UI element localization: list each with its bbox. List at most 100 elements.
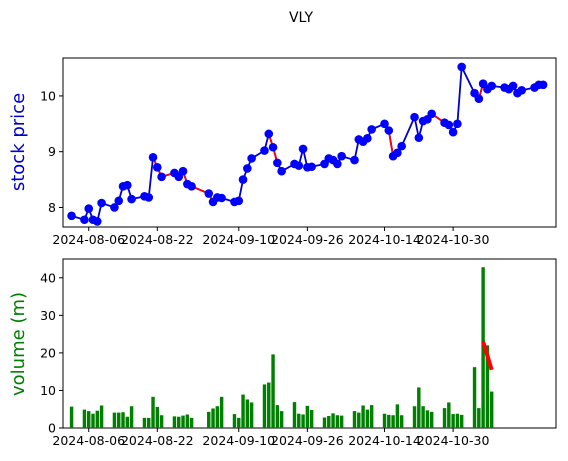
volume-bar: [275, 405, 280, 428]
volume-bar: [331, 413, 335, 428]
volume-bar: [117, 412, 121, 428]
price-point: [517, 86, 527, 95]
volume-bar: [305, 405, 310, 428]
volume-x-tick-label: 2024-10-30: [417, 433, 490, 448]
price-axes-frame: [62, 57, 557, 228]
price-point: [444, 120, 454, 130]
price-point: [114, 196, 124, 206]
price-point: [414, 133, 424, 143]
volume-highlight-segment: [481, 341, 494, 371]
volume-bar: [185, 414, 190, 428]
price-point: [217, 193, 226, 203]
price-point: [264, 129, 274, 139]
price-point: [67, 211, 76, 221]
price-point: [453, 119, 462, 129]
price-point: [474, 94, 484, 104]
volume-bar: [442, 408, 447, 428]
volume-bar: [357, 412, 361, 428]
price-point: [298, 144, 308, 154]
volume-bar: [211, 408, 215, 428]
volume-bar: [207, 411, 211, 428]
volume-bar: [99, 405, 104, 428]
volume-bar: [322, 417, 327, 428]
price-point: [337, 151, 346, 161]
volume-y-tick-label: 30: [40, 308, 56, 323]
volume-bar: [395, 404, 400, 428]
volume-bar: [447, 402, 451, 428]
volume-bar: [425, 410, 430, 428]
volume-bar: [267, 382, 271, 428]
price-point: [238, 175, 248, 184]
volume-bar: [387, 414, 391, 428]
volume-bar: [399, 415, 404, 428]
volume-bar: [489, 391, 494, 428]
price-y-tick-label: 9: [48, 144, 56, 159]
volume-y-tick-label: 40: [40, 270, 56, 285]
volume-x-tick-label: 2024-09-10: [202, 433, 275, 448]
volume-bar: [455, 413, 460, 428]
volume-y-tick-label: 0: [48, 421, 56, 436]
volume-bar: [279, 411, 284, 428]
volume-bar: [142, 417, 147, 428]
price-point: [148, 152, 158, 162]
volume-bar: [451, 414, 455, 428]
volume-bar: [339, 415, 344, 428]
price-point: [410, 112, 419, 122]
volume-bar: [91, 413, 95, 428]
price-x-tick-label: 2024-09-26: [271, 232, 344, 247]
price-point: [92, 217, 102, 226]
volume-bar: [245, 399, 250, 428]
price-point: [307, 162, 316, 172]
volume-x-tick-label: 2024-10-14: [348, 433, 421, 448]
volume-bar: [125, 416, 130, 428]
price-x-tick-label: 2024-10-30: [417, 232, 490, 247]
price-y-tick-label: 10: [40, 88, 56, 103]
price-point: [397, 141, 406, 151]
price-point: [333, 159, 342, 169]
volume-x-tick-label: 2024-08-22: [121, 433, 194, 448]
price-point: [84, 204, 94, 213]
volume-bar: [69, 406, 74, 428]
volume-bar: [95, 410, 100, 428]
price-x-tick-label: 2024-10-14: [348, 232, 421, 247]
price-y-axis-label: stock price: [8, 93, 29, 191]
volume-y-axis-label: volume (m): [8, 292, 29, 396]
volume-bar: [147, 417, 151, 428]
volume-bar: [241, 394, 245, 428]
price-point: [427, 109, 436, 119]
volume-bar: [391, 415, 395, 428]
price-point: [187, 181, 196, 191]
price-point: [243, 164, 252, 173]
price-point: [457, 62, 466, 72]
price-point: [367, 125, 376, 134]
price-point: [294, 161, 304, 170]
volume-bar: [87, 411, 91, 428]
price-point: [380, 119, 389, 129]
volume-bar: [327, 415, 331, 428]
volume-x-tick-label: 2024-08-06: [52, 433, 125, 448]
price-point: [178, 166, 188, 176]
volume-bar: [421, 406, 425, 428]
volume-bar: [361, 405, 365, 428]
price-point: [110, 203, 119, 212]
price-x-tick-label: 2024-08-22: [121, 232, 194, 247]
volume-bar: [237, 417, 241, 428]
price-point: [508, 81, 518, 91]
volume-bar: [121, 412, 125, 428]
price-point: [127, 194, 136, 204]
volume-bar: [155, 406, 160, 428]
volume-bar: [412, 406, 417, 428]
volume-bar: [417, 387, 421, 428]
price-plot-area: [67, 62, 548, 226]
price-point: [153, 163, 162, 172]
price-point: [393, 148, 402, 158]
volume-bar: [301, 414, 305, 428]
volume-bar: [172, 416, 177, 428]
volume-bar: [215, 406, 220, 428]
price-x-tick-label: 2024-08-06: [52, 232, 125, 247]
price-point: [204, 189, 214, 198]
price-point: [487, 81, 496, 91]
volume-plot-area: [69, 267, 494, 428]
